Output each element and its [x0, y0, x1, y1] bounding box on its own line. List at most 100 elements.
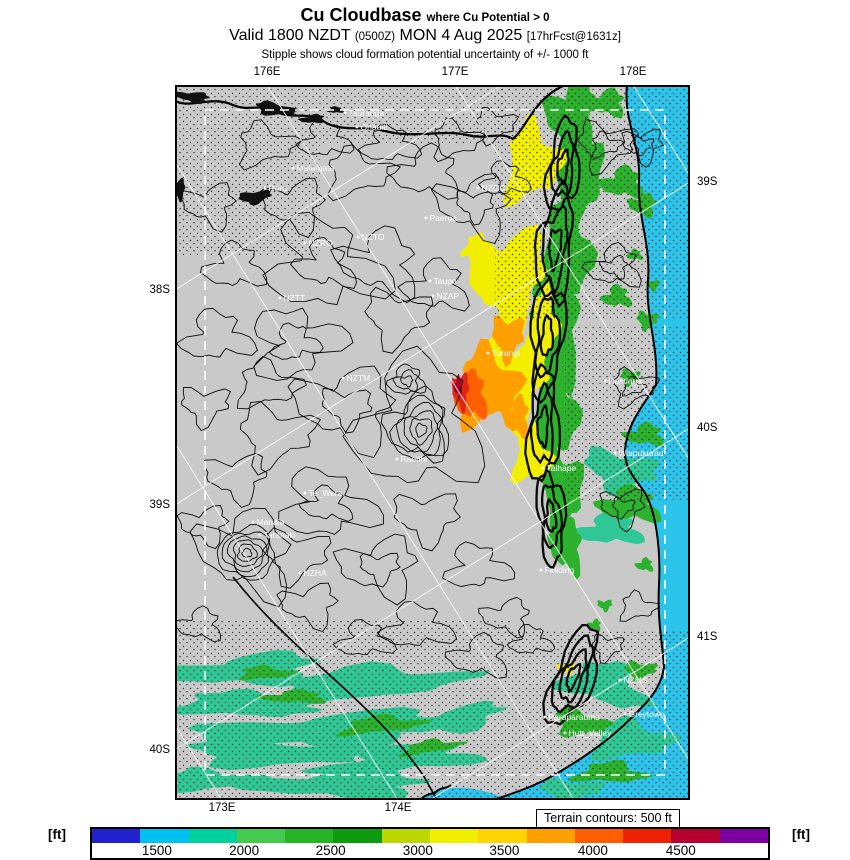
coord-label-right: 39S [697, 176, 718, 188]
place-marker-dot [613, 451, 617, 455]
contour-line [253, 307, 354, 381]
place-label: Greytown [629, 709, 666, 719]
forecast-map: Tauranga Ohauiti Matamata Roru NZGC Paeroa NZR… [175, 85, 690, 800]
coord-label-left: 40S [149, 744, 170, 756]
contour-line [550, 634, 595, 714]
contour-line [534, 295, 562, 379]
colorbar-segment [140, 829, 189, 843]
coord-label-bottom: 174E [384, 802, 412, 814]
place-marker-dot [303, 241, 307, 245]
contour-line [376, 600, 458, 646]
place-label: Ohauiti [361, 122, 388, 132]
colorbar-tick-row: 1500 2000 2500 3000 3500 4000 4500 [90, 843, 770, 860]
graticule-line [175, 181, 690, 506]
contour-line [175, 605, 222, 643]
contour-line [330, 225, 416, 304]
contour-line [478, 596, 530, 639]
contour-line [216, 524, 275, 581]
place-label: Feilding [545, 565, 575, 575]
contour-line [364, 286, 434, 354]
contour-line [591, 130, 625, 160]
place-marker-dot [623, 712, 627, 716]
contour-line [238, 119, 304, 171]
place-label: Raetihi [401, 454, 428, 464]
colorbar-segment [526, 829, 575, 843]
place-label: NZAP [437, 291, 460, 301]
colorbar-tick-label: 4000 [577, 843, 608, 858]
coord-label-right: 41S [697, 631, 718, 643]
title-main: Cu Cloudbase [300, 5, 422, 25]
contour-line [322, 387, 373, 434]
valid-time-line: Valid 1800 NZDT (0500Z) MON 4 Aug 2025 [… [0, 27, 850, 45]
contour-line [232, 539, 264, 567]
contour-line [621, 128, 664, 168]
contour-line [393, 493, 462, 552]
valid-date: MON 4 Aug 2025 [399, 27, 523, 44]
colorbar-segment [333, 829, 382, 843]
contour-line [433, 117, 487, 163]
place-marker-dot [539, 568, 543, 572]
valid-zulu: (0500Z) [354, 31, 396, 43]
unit-label-left: [ft] [48, 827, 66, 842]
lakes-and-coastal-marks [175, 91, 344, 206]
place-marker-dot [341, 376, 345, 380]
colorbar-tick-label: 1500 [141, 843, 172, 858]
colorbar-tick-label: 3500 [489, 843, 520, 858]
place-marker-dot [486, 351, 490, 355]
contour-line [289, 236, 357, 289]
place-label: Taihape [547, 463, 577, 473]
place-label: Matamata [297, 163, 335, 173]
contour-line [477, 160, 532, 195]
contour-line [558, 648, 588, 704]
contour-line [403, 410, 439, 453]
coord-label-left: 39S [149, 499, 170, 511]
cloudbase-region-orange [500, 393, 529, 441]
place-label: NZHA [304, 568, 327, 578]
contour-line [237, 543, 258, 562]
place-marker-dot [541, 466, 545, 470]
place-label: Roru [269, 183, 288, 193]
contour-line [549, 129, 575, 198]
place-label: NZGC [482, 183, 506, 193]
contour-line [262, 211, 396, 306]
contour-line [295, 119, 355, 156]
terrain-contour-lines [175, 106, 664, 726]
place-marker-dot [428, 279, 432, 283]
contour-line [599, 488, 646, 533]
contour-line [389, 394, 450, 461]
graticule-line [175, 427, 690, 751]
contour-line [409, 417, 433, 446]
contour-line [392, 369, 419, 393]
place-marker-dot [543, 715, 547, 719]
contour-line [611, 496, 636, 520]
contour-line [541, 204, 569, 296]
graticule-line [266, 85, 690, 763]
contour-line [621, 375, 648, 397]
place-label: Turangi [492, 348, 521, 358]
stipple-note: Stipple shows cloud formation potential … [261, 49, 589, 61]
contour-line [386, 142, 459, 200]
contour-line [576, 118, 640, 177]
place-marker-dot [395, 457, 399, 461]
stipple-region [565, 325, 690, 500]
contour-line [529, 381, 554, 465]
contour-line [178, 182, 237, 233]
contour-line [200, 239, 268, 287]
place-marker-dot [563, 731, 567, 735]
contour-line [236, 355, 307, 410]
place-marker-dot [263, 186, 267, 190]
contour-line [276, 582, 339, 633]
coastlines [175, 85, 690, 800]
contour-line [581, 241, 642, 288]
coord-label-left: 38S [149, 284, 170, 296]
place-marker-dot [303, 491, 307, 495]
place-label: Waipukurau [619, 448, 664, 458]
place-label: NZRO [309, 238, 333, 248]
contour-line [268, 322, 324, 360]
contour-line [397, 257, 470, 312]
contour-line [204, 452, 268, 508]
colorbar-segment [478, 829, 527, 843]
west-coastline [232, 576, 438, 800]
cloudbase-region-green [586, 618, 601, 632]
contour-line [241, 547, 253, 558]
